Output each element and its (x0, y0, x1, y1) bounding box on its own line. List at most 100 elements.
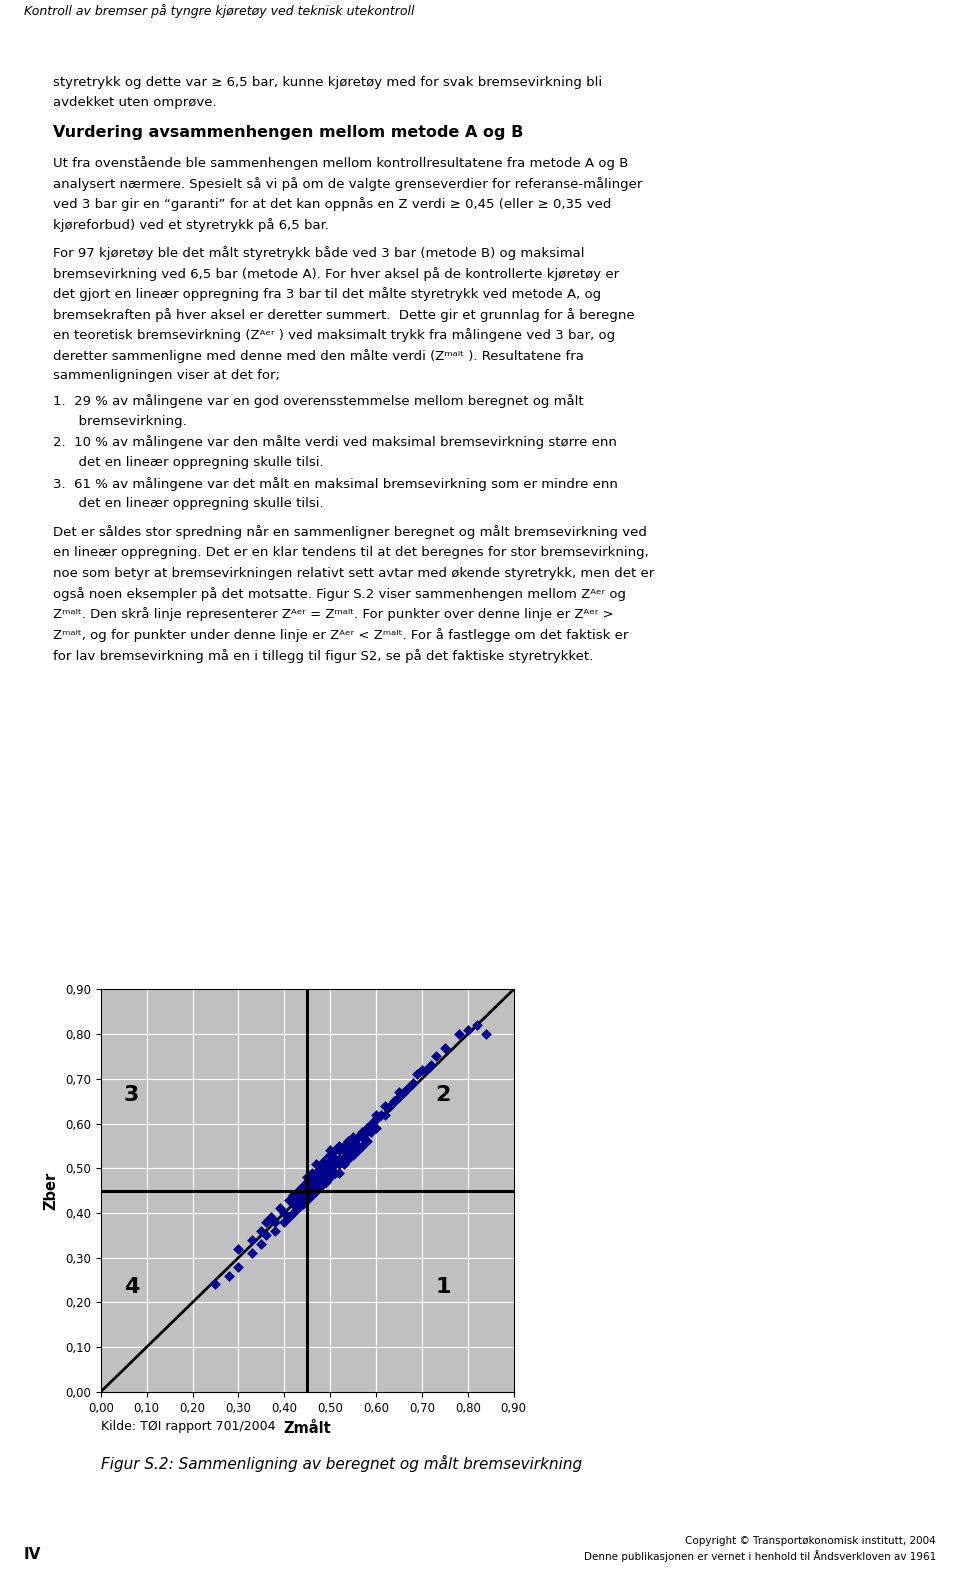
Point (323, 1142, 338, 1168)
Point (460, 1016, 475, 1041)
Point (331, 1147, 347, 1172)
Point (304, 1165, 320, 1190)
Text: Zᵐᵃˡᵗ, og for punkter under denne linje er Zᴬᵉʳ < Zᵐᵃˡᵗ. For å fastlegge om det : Zᵐᵃˡᵗ, og for punkter under denne linje … (53, 628, 628, 642)
Text: Kilde: TØI rapport 701/2004: Kilde: TØI rapport 701/2004 (101, 1420, 276, 1433)
Point (304, 1174, 320, 1199)
Text: 3: 3 (124, 1086, 139, 1105)
Point (300, 1177, 315, 1202)
Text: IV: IV (24, 1546, 41, 1562)
Point (276, 1201, 292, 1226)
Point (346, 1142, 361, 1168)
Point (300, 1169, 315, 1195)
Point (290, 1196, 305, 1221)
Point (295, 1182, 310, 1207)
Text: for lav bremsevirkning må en i tillegg til figur S2, se på det faktiske styretry: for lav bremsevirkning må en i tillegg t… (53, 649, 593, 663)
Point (300, 1187, 315, 1212)
Point (263, 1206, 278, 1231)
Point (346, 1124, 361, 1149)
Point (437, 1035, 452, 1060)
Text: Ut fra ovenstående ble sammenhengen mellom kontrollresultatene fra metode A og B: Ut fra ovenstående ble sammenhengen mell… (53, 156, 628, 170)
Point (327, 1147, 343, 1172)
Point (428, 1045, 444, 1070)
Point (272, 1196, 287, 1221)
Point (346, 1138, 361, 1163)
Point (309, 1165, 324, 1190)
Point (295, 1177, 310, 1202)
Point (354, 1133, 370, 1158)
Point (313, 1152, 328, 1177)
Point (331, 1160, 347, 1185)
Point (451, 1021, 467, 1046)
Point (400, 1075, 416, 1100)
Point (304, 1160, 320, 1185)
Point (304, 1182, 320, 1207)
Point (382, 1094, 397, 1119)
Point (309, 1152, 324, 1177)
Point (354, 1124, 370, 1149)
Text: 2: 2 (436, 1086, 451, 1105)
Point (313, 1155, 328, 1180)
Point (268, 1218, 283, 1243)
Point (318, 1155, 333, 1180)
Point (313, 1165, 328, 1190)
Point (369, 1106, 384, 1131)
Point (372, 1101, 388, 1127)
Point (207, 1272, 223, 1297)
Text: 4: 4 (124, 1278, 139, 1297)
Point (309, 1177, 324, 1202)
Point (300, 1174, 315, 1199)
Point (341, 1128, 356, 1154)
Point (290, 1177, 305, 1202)
Point (327, 1160, 343, 1185)
Text: det en lineær oppregning skulle tilsi.: det en lineær oppregning skulle tilsi. (53, 456, 324, 469)
Point (295, 1174, 310, 1199)
Point (396, 1079, 411, 1105)
Point (276, 1209, 292, 1234)
Point (323, 1155, 338, 1180)
Text: ved 3 bar gir en “garanti” for at det kan oppnås en Z verdi ≥ 0,45 (eller ≥ 0,35: ved 3 bar gir en “garanti” for at det ka… (53, 197, 612, 211)
Point (323, 1138, 338, 1163)
Text: 1.  29 % av målingene var en god overensstemmelse mellom beregnet og målt: 1. 29 % av målingene var en god overenss… (53, 394, 584, 409)
Text: sammenligningen viser at det for;: sammenligningen viser at det for; (53, 369, 279, 382)
Text: Zᵐᵃˡᵗ. Den skrå linje representerer Zᴬᵉʳ = Zᵐᵃˡᵗ. For punkter over denne linje e: Zᵐᵃˡᵗ. Den skrå linje representerer Zᴬᵉʳ… (53, 608, 613, 622)
Point (410, 1062, 425, 1087)
Point (304, 1169, 320, 1195)
Point (331, 1133, 347, 1158)
Point (419, 1057, 434, 1083)
Point (313, 1155, 328, 1180)
Point (478, 1021, 493, 1046)
Point (309, 1160, 324, 1185)
Point (258, 1223, 274, 1248)
Point (245, 1228, 260, 1253)
Point (286, 1201, 301, 1226)
Point (392, 1079, 407, 1105)
Text: 3.  61 % av målingene var det målt en maksimal bremsevirkning som er mindre enn: 3. 61 % av målingene var det målt en mak… (53, 477, 617, 491)
Point (258, 1209, 274, 1234)
Point (230, 1236, 246, 1261)
Point (295, 1191, 310, 1217)
Text: Vurdering avsammenhengen mellom metode A og B: Vurdering avsammenhengen mellom metode A… (53, 125, 523, 140)
Point (359, 1128, 374, 1154)
Point (369, 1101, 384, 1127)
Text: kjøreforbud) ved et styretrykk på 6,5 bar.: kjøreforbud) ved et styretrykk på 6,5 ba… (53, 218, 328, 232)
Text: det en lineær oppregning skulle tilsi.: det en lineær oppregning skulle tilsi. (53, 497, 324, 510)
Point (268, 1209, 283, 1234)
Point (336, 1133, 351, 1158)
Text: Copyright © Transportøkonomisk institutt, 2004
Denne publikasjonen er vernet i h: Copyright © Transportøkonomisk institutt… (584, 1537, 936, 1562)
Point (331, 1138, 347, 1163)
Point (377, 1094, 393, 1119)
Point (364, 1120, 379, 1146)
Point (318, 1147, 333, 1172)
Text: 1: 1 (436, 1278, 451, 1297)
Point (369, 1116, 384, 1141)
Text: 2.  10 % av målingene var den målte verdi ved maksimal bremsevirkning større enn: 2. 10 % av målingene var den målte verdi… (53, 436, 616, 450)
X-axis label: Zmålt: Zmålt (283, 1422, 331, 1436)
Text: For 97 kjøretøy ble det målt styretrykk både ved 3 bar (metode B) og maksimal: For 97 kjøretøy ble det målt styretrykk … (53, 246, 585, 260)
Text: en lineær oppregning. Det er en klar tendens til at det beregnes for stor bremse: en lineær oppregning. Det er en klar ten… (53, 546, 649, 559)
Point (230, 1255, 246, 1280)
Point (327, 1152, 343, 1177)
Point (318, 1152, 333, 1177)
Point (313, 1174, 328, 1199)
Point (350, 1138, 366, 1163)
Point (341, 1147, 356, 1172)
